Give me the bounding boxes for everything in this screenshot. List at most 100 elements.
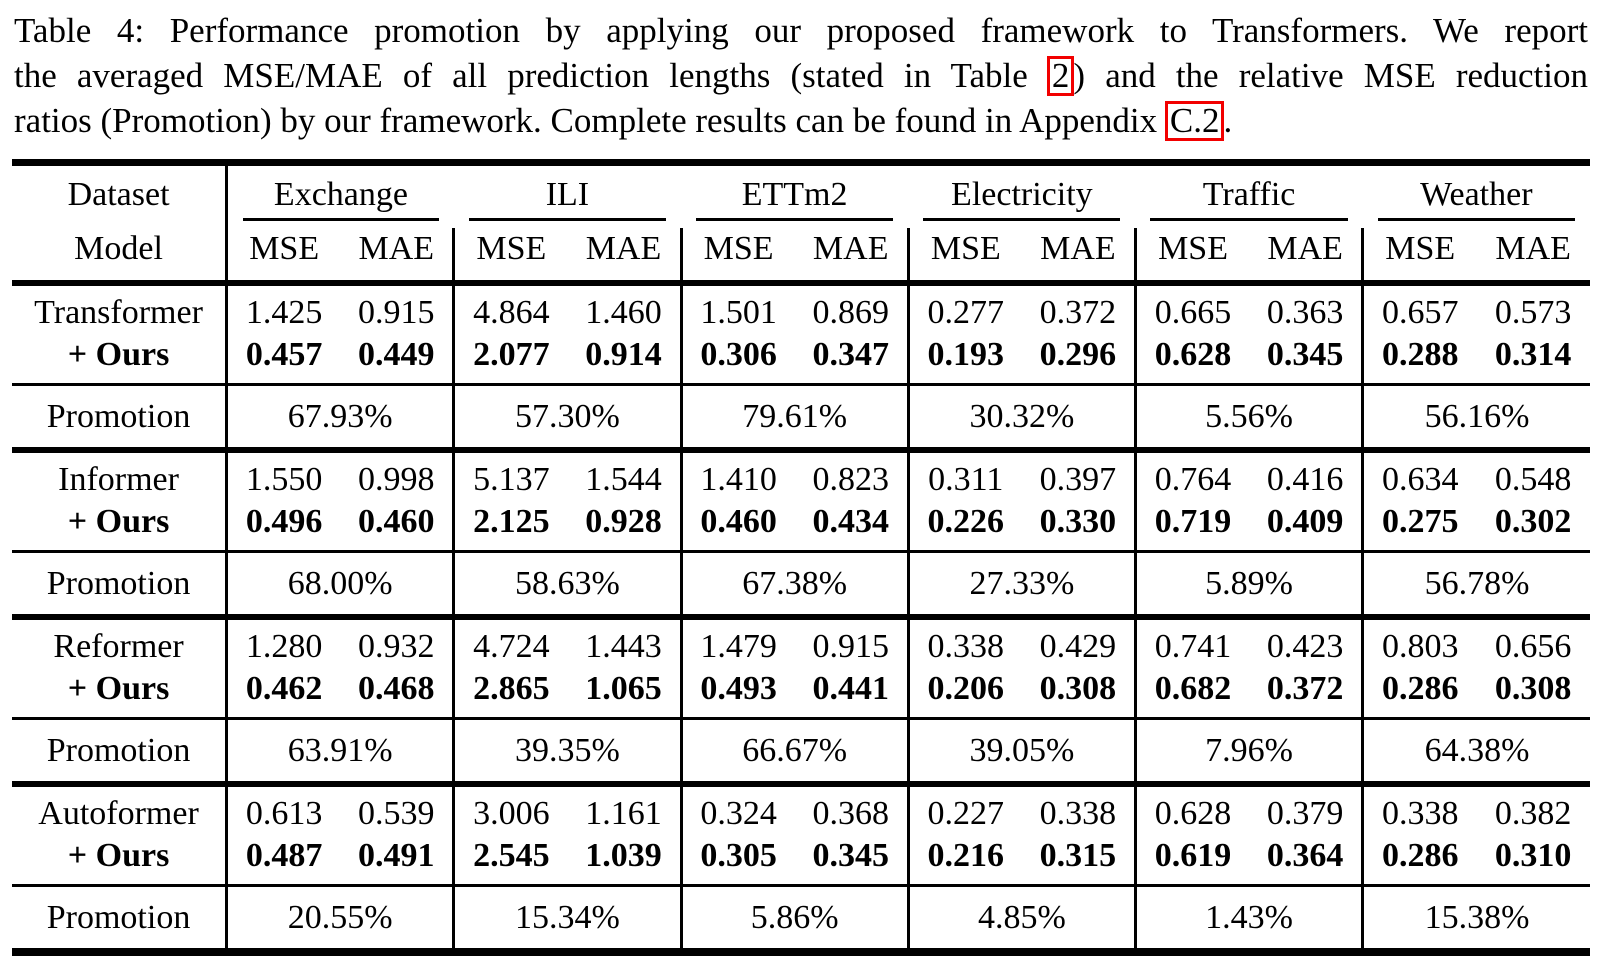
table2-link[interactable]: 2 [1046, 56, 1075, 96]
base-electricity-mae: 0.338 [1039, 795, 1117, 832]
ours-ettm2-mse: 0.306 [679, 334, 795, 385]
ours-ili-mse: 2.077 [452, 334, 568, 385]
base-model-row: Autoformer 0.613 0.539 3.006 1.161 0.324 0.368… [12, 784, 1590, 835]
ours-electricity-mse: 0.206 [906, 668, 1022, 719]
caption-text-3a: ratios (Promotion) by our framework. Com… [14, 101, 1158, 140]
base-traffic-mae: 0.423 [1266, 628, 1344, 665]
metric-header-mae: MAE [1249, 228, 1363, 286]
promotion-ili: 15.34% [452, 884, 682, 955]
ours-ettm2-mae: 0.345 [812, 837, 889, 874]
ours-exchange-mae: 0.460 [358, 503, 435, 540]
ours-ettm2-mae: 0.441 [812, 670, 889, 707]
ours-electricity-mae: 0.330 [1039, 503, 1117, 540]
base-electricity-mae: 0.372 [1039, 294, 1117, 331]
ours-weather-mae: 0.314 [1494, 336, 1572, 373]
ours-weather-mae: 0.308 [1494, 670, 1572, 707]
base-weather-mae: 0.573 [1494, 294, 1572, 331]
metric-header-mse: MSE [906, 228, 1022, 286]
promotion-electricity: 4.85% [906, 884, 1136, 955]
cmidrule [696, 218, 894, 221]
ours-label: + Ours [67, 503, 170, 540]
promotion-weather: 64.38% [1361, 717, 1590, 787]
base-weather-mae: 0.656 [1494, 628, 1572, 665]
base-ili-mae: 1.443 [585, 628, 662, 665]
ours-ettm2-mse: 0.493 [679, 668, 795, 719]
ours-weather-mse: 0.275 [1361, 501, 1477, 552]
ours-ettm2-mae: 0.434 [812, 503, 889, 540]
ours-exchange-mae: 0.491 [358, 837, 435, 874]
ours-weather-mae: 0.302 [1494, 503, 1572, 540]
ours-exchange-mae: 0.449 [358, 336, 435, 373]
cmidrule [923, 218, 1121, 221]
metric-header-mse: MSE [452, 228, 568, 286]
base-weather-mse: 0.657 [1361, 283, 1477, 334]
caption-text-1: Table 4: Performance promotion by applyi… [14, 11, 1588, 50]
cmidrule [1377, 218, 1575, 221]
promotion-ili: 58.63% [452, 550, 682, 620]
base-ettm2-mae: 0.368 [812, 795, 889, 832]
base-ili-mse: 3.006 [452, 784, 568, 835]
ours-label: + Ours [67, 336, 170, 373]
base-ili-mse: 4.724 [452, 617, 568, 668]
metric-header-mse: MSE [679, 228, 795, 286]
ours-traffic-mae: 0.364 [1266, 837, 1344, 874]
model-name-label: Reformer [53, 628, 184, 665]
caption-text-2b: ) and the relative MSE reduction [1073, 56, 1589, 95]
base-electricity-mae: 0.397 [1039, 461, 1117, 498]
ours-label: + Ours [67, 837, 170, 874]
promotion-ili: 57.30% [452, 383, 682, 453]
base-weather-mse: 0.803 [1361, 617, 1477, 668]
base-traffic-mse: 0.665 [1133, 283, 1250, 334]
promotion-electricity: 39.05% [906, 717, 1136, 787]
ours-weather-mae: 0.310 [1494, 837, 1572, 874]
metric-header-mae: MAE [794, 228, 909, 286]
ours-traffic-mse: 0.628 [1133, 334, 1250, 385]
base-weather-mae: 0.382 [1494, 795, 1572, 832]
group-informer: Informer 1.550 0.998 5.137 1.544 1.410 0.823 0.… [12, 450, 1590, 620]
base-model-row: Reformer 1.280 0.932 4.724 1.443 1.479 0.915 0.… [12, 617, 1590, 668]
base-ettm2-mse: 0.324 [679, 784, 795, 835]
appendix-c2-link[interactable]: C.2 [1164, 101, 1225, 141]
ours-model-row: + Ours 0.496 0.460 2.125 0.928 0.460 0.434 0.22… [12, 501, 1590, 552]
group-transformer: Transformer 1.425 0.915 4.864 1.460 1.501 0.86… [12, 283, 1590, 453]
ours-electricity-mae: 0.315 [1039, 837, 1117, 874]
promotion-electricity: 27.33% [906, 550, 1136, 620]
metric-header-mae: MAE [1021, 228, 1136, 286]
ours-exchange-mse: 0.496 [225, 501, 341, 552]
promotion-ettm2: 66.67% [679, 717, 909, 787]
base-weather-mse: 0.338 [1361, 784, 1477, 835]
base-traffic-mse: 0.628 [1133, 784, 1250, 835]
dataset-header-traffic: Traffic [1135, 163, 1362, 229]
ours-weather-mse: 0.288 [1361, 334, 1477, 385]
promotion-weather: 15.38% [1361, 884, 1590, 955]
ours-ili-mse: 2.865 [452, 668, 568, 719]
base-exchange-mae: 0.932 [358, 628, 435, 665]
base-traffic-mse: 0.741 [1133, 617, 1250, 668]
base-ili-mse: 4.864 [452, 283, 568, 334]
promotion-traffic: 1.43% [1133, 884, 1363, 955]
promotion-ettm2: 79.61% [679, 383, 909, 453]
base-ili-mae: 1.460 [585, 294, 662, 331]
ours-electricity-mse: 0.193 [906, 334, 1022, 385]
base-ettm2-mae: 0.869 [812, 294, 889, 331]
base-traffic-mae: 0.379 [1266, 795, 1344, 832]
metric-header-mse: MSE [225, 228, 341, 286]
cmidrule [468, 218, 667, 221]
dataset-header-exchange: Exchange [225, 162, 454, 228]
base-electricity-mse: 0.311 [906, 450, 1022, 501]
model-name-label: Transformer [34, 294, 203, 331]
base-electricity-mae: 0.429 [1039, 628, 1117, 665]
ours-electricity-mae: 0.296 [1039, 336, 1117, 373]
ours-traffic-mse: 0.719 [1133, 501, 1250, 552]
base-exchange-mse: 1.425 [225, 283, 341, 334]
ours-electricity-mse: 0.226 [906, 501, 1022, 552]
base-ettm2-mse: 1.479 [679, 617, 795, 668]
promotion-exchange: 63.91% [225, 717, 454, 787]
ours-traffic-mae: 0.409 [1266, 503, 1344, 540]
base-ili-mae: 1.161 [585, 795, 662, 832]
promotion-row: Promotion 68.00% 58.63% 67.38% 27.33% 5.89% 56… [12, 550, 1590, 620]
cmidrule [243, 218, 439, 221]
promotion-label: Promotion [12, 383, 227, 453]
ours-ili-mae: 1.065 [585, 670, 662, 707]
ours-ettm2-mse: 0.460 [679, 501, 795, 552]
